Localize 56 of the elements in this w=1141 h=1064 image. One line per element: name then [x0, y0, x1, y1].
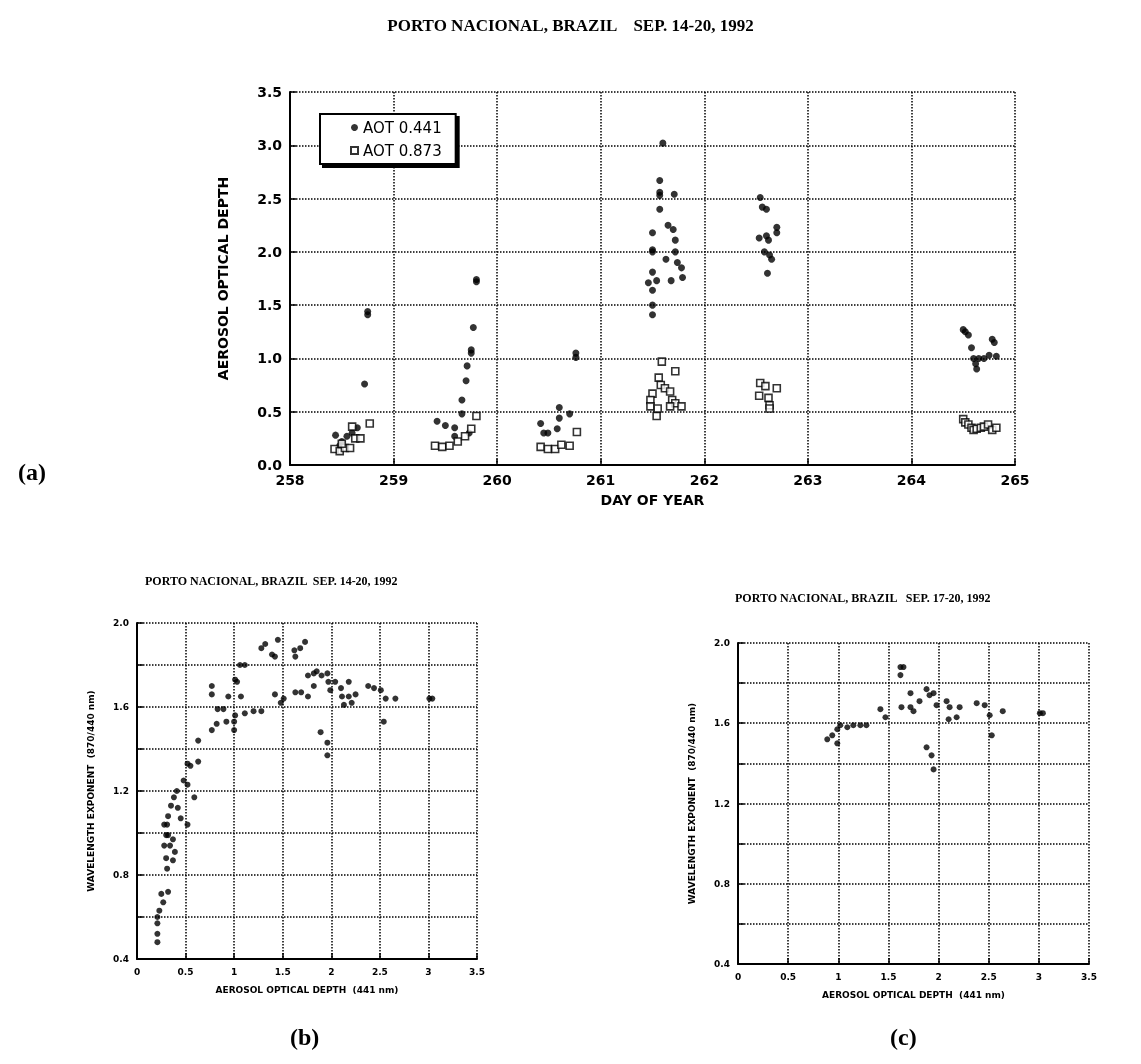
y-axis-title: WAVELENGTH EXPONENT (870/440 nm) [85, 690, 96, 892]
y-tick-label: 3.5 [257, 84, 282, 100]
y-tick-label: 0.5 [257, 403, 282, 420]
x-tick-label: 3 [425, 966, 432, 977]
chart-title: PORTO NACIONAL, BRAZIL SEP. 14-20, 1992 [387, 16, 754, 35]
x-tick-label: 258 [275, 472, 305, 488]
x-tick-label: 3.5 [1081, 971, 1097, 982]
x-tick-label: 2.5 [371, 966, 388, 977]
y-tick-label: 1.5 [257, 297, 282, 314]
y-tick-label: 2.5 [257, 190, 282, 207]
x-tick-label: 260 [482, 472, 513, 488]
y-tick-label: 1.2 [714, 798, 730, 809]
text: (b) [290, 1024, 320, 1050]
legend-label: AOT 0.873 [363, 141, 442, 160]
chart-title: PORTO NACIONAL, BRAZIL SEP. 17-20, 1992 [735, 591, 991, 605]
y-tick-label: 2.0 [257, 243, 283, 260]
y-tick-label: 1.2 [113, 786, 129, 796]
y-tick-label: 0.8 [113, 870, 129, 880]
x-tick-label: 1 [231, 966, 238, 977]
x-tick-label: 1.5 [880, 971, 897, 982]
x-tick-label: 2.5 [980, 971, 997, 982]
y-tick-label: 1.6 [714, 718, 730, 729]
chart-title: PORTO NACIONAL, BRAZIL SEP. 14-20, 1992 [145, 574, 398, 588]
x-tick-label: 264 [896, 472, 927, 488]
x-tick-label: 259 [378, 472, 409, 488]
x-tick-label: 2 [328, 966, 335, 977]
x-tick-label: 265 [1000, 472, 1030, 488]
y-tick-label: 1.6 [113, 702, 129, 712]
x-tick-label: 263 [793, 472, 823, 488]
x-tick-label: 3.5 [469, 966, 485, 977]
text: (a) [18, 459, 46, 485]
x-tick-label: 2 [935, 971, 942, 982]
y-tick-label: 0.0 [257, 457, 283, 473]
x-tick-label: 0.5 [177, 966, 194, 977]
y-tick-label: 1.0 [257, 350, 283, 367]
y-tick-label: 0.4 [714, 959, 730, 969]
y-tick-label: 0.4 [113, 954, 129, 964]
y-tick-label: 2.0 [113, 618, 129, 628]
x-tick-label: 1.5 [274, 966, 291, 977]
text: (c) [890, 1024, 917, 1050]
x-axis-title: AEROSOL OPTICAL DEPTH (441 nm) [215, 984, 399, 995]
legend-label: AOT 0.441 [363, 118, 442, 137]
x-tick-label: 0 [133, 966, 141, 977]
y-axis-title: WAVELENGTH EXPONENT (870/440 nm) [686, 702, 697, 905]
y-axis-title: AEROSOL OPTICAL DEPTH [215, 176, 231, 381]
x-tick-label: 0.5 [780, 971, 797, 982]
x-tick-label: 0 [734, 971, 742, 982]
x-tick-label: 262 [689, 472, 719, 488]
y-tick-label: 3.0 [257, 137, 283, 154]
x-tick-label: 261 [586, 472, 616, 488]
x-axis-title: DAY OF YEAR [600, 492, 705, 508]
x-axis-title: AEROSOL OPTICAL DEPTH (441 nm) [822, 989, 1005, 1000]
x-tick-label: 3 [1035, 971, 1042, 982]
y-tick-label: 2.0 [714, 638, 730, 648]
x-tick-label: 1 [835, 971, 842, 982]
y-tick-label: 0.8 [714, 878, 730, 889]
